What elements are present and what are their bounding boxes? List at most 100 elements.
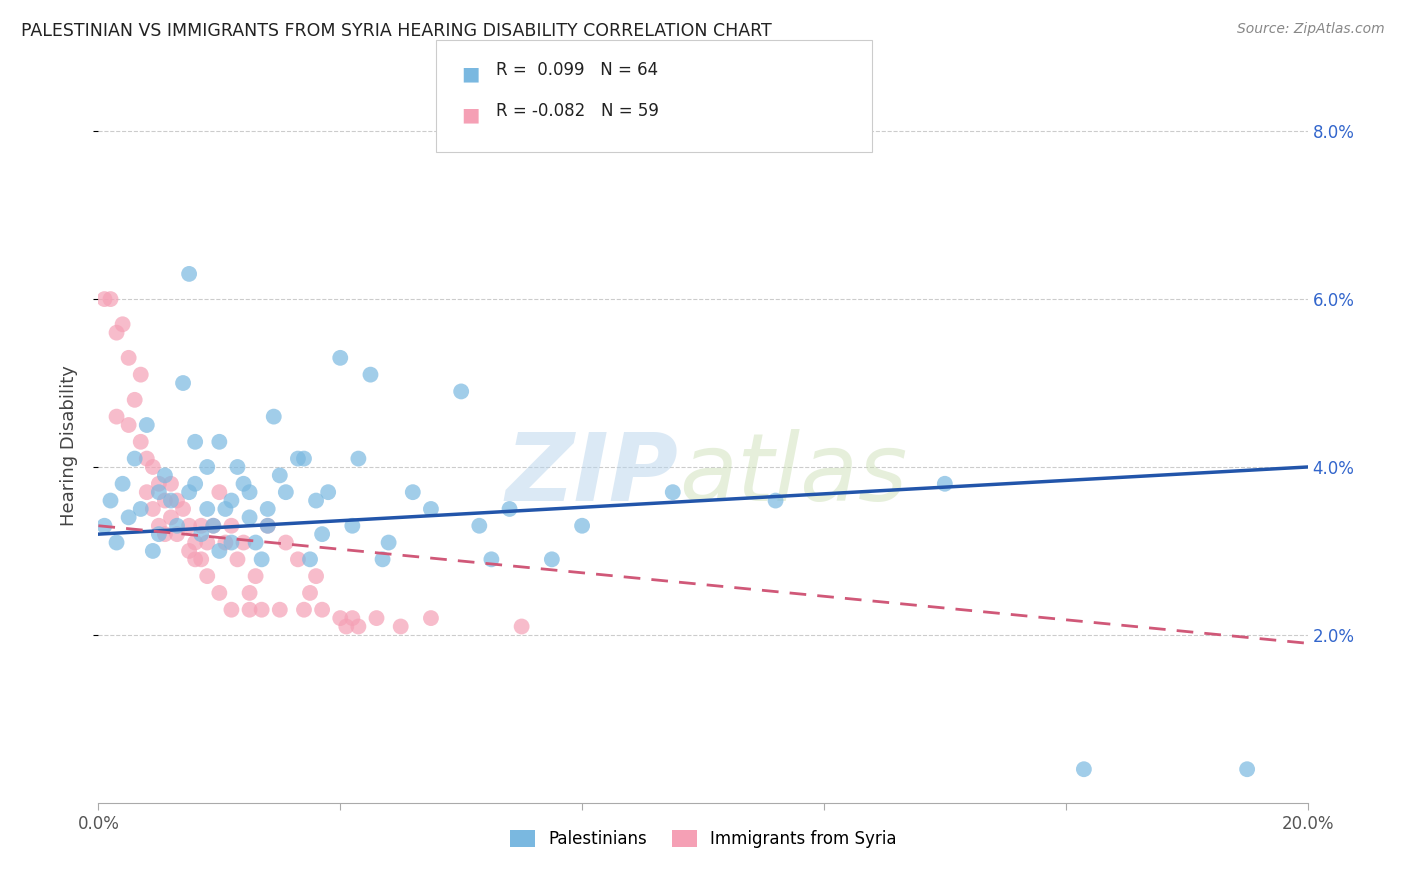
Point <box>208 485 231 500</box>
Point <box>498 502 520 516</box>
Text: R =  0.099   N = 64: R = 0.099 N = 64 <box>496 61 658 78</box>
Point <box>311 603 333 617</box>
Point <box>661 485 683 500</box>
Point <box>153 493 176 508</box>
Point <box>148 527 170 541</box>
Point <box>195 535 218 549</box>
Point <box>250 552 273 566</box>
Point <box>129 434 152 449</box>
Y-axis label: Hearing Disability: Hearing Disability <box>59 366 77 526</box>
Text: R = -0.082   N = 59: R = -0.082 N = 59 <box>496 102 659 120</box>
Point <box>342 518 364 533</box>
Point <box>292 451 315 466</box>
Point <box>232 476 254 491</box>
Point <box>305 569 328 583</box>
Point <box>100 493 122 508</box>
Point <box>179 518 201 533</box>
Point <box>105 326 128 340</box>
Point <box>105 535 128 549</box>
Point <box>329 611 352 625</box>
Point <box>135 417 157 432</box>
Text: Source: ZipAtlas.com: Source: ZipAtlas.com <box>1237 22 1385 37</box>
Point <box>166 527 188 541</box>
Point <box>142 544 165 558</box>
Point <box>208 544 231 558</box>
Point <box>299 552 322 566</box>
Point <box>274 535 297 549</box>
Point <box>239 586 262 600</box>
Point <box>311 527 333 541</box>
Point <box>118 417 141 432</box>
Point <box>402 485 425 500</box>
Point <box>184 476 207 491</box>
Point <box>160 476 183 491</box>
Point <box>153 527 176 541</box>
Point <box>232 535 254 549</box>
Point <box>202 518 225 533</box>
Point <box>179 485 201 500</box>
Point <box>239 603 262 617</box>
Point <box>221 493 243 508</box>
Point <box>226 460 249 475</box>
Text: ■: ■ <box>461 64 479 83</box>
Point <box>166 493 188 508</box>
Point <box>360 368 382 382</box>
Point <box>305 493 328 508</box>
Point <box>184 552 207 566</box>
Point <box>245 569 267 583</box>
Point <box>214 502 236 516</box>
Point <box>239 485 262 500</box>
Point <box>292 603 315 617</box>
Point <box>371 552 394 566</box>
Text: PALESTINIAN VS IMMIGRANTS FROM SYRIA HEARING DISABILITY CORRELATION CHART: PALESTINIAN VS IMMIGRANTS FROM SYRIA HEA… <box>21 22 772 40</box>
Point <box>1236 762 1258 776</box>
Point <box>129 502 152 516</box>
Point <box>160 493 183 508</box>
Point <box>250 603 273 617</box>
Point <box>299 586 322 600</box>
Point <box>335 619 357 633</box>
Point <box>153 468 176 483</box>
Point <box>347 619 370 633</box>
Point <box>377 535 399 549</box>
Point <box>226 552 249 566</box>
Point <box>347 451 370 466</box>
Point <box>202 518 225 533</box>
Point <box>468 518 491 533</box>
Point <box>160 510 183 524</box>
Point <box>93 292 115 306</box>
Point <box>269 468 291 483</box>
Point <box>510 619 533 633</box>
Text: ZIP: ZIP <box>506 428 679 521</box>
Point <box>124 392 146 407</box>
Point <box>316 485 339 500</box>
Point <box>287 451 309 466</box>
Point <box>366 611 388 625</box>
Point <box>172 376 194 390</box>
Legend: Palestinians, Immigrants from Syria: Palestinians, Immigrants from Syria <box>503 823 903 855</box>
Point <box>190 527 212 541</box>
Point <box>148 476 170 491</box>
Point <box>118 510 141 524</box>
Point <box>329 351 352 365</box>
Point <box>481 552 503 566</box>
Point <box>239 510 262 524</box>
Point <box>179 267 201 281</box>
Point <box>135 485 157 500</box>
Point <box>450 384 472 399</box>
Point <box>190 552 212 566</box>
Point <box>214 535 236 549</box>
Point <box>208 586 231 600</box>
Point <box>105 409 128 424</box>
Point <box>342 611 364 625</box>
Point <box>135 451 157 466</box>
Point <box>111 318 134 332</box>
Point <box>934 476 956 491</box>
Point <box>245 535 267 549</box>
Point <box>571 518 593 533</box>
Point <box>179 544 201 558</box>
Point <box>269 603 291 617</box>
Point <box>195 569 218 583</box>
Point <box>118 351 141 365</box>
Point <box>184 535 207 549</box>
